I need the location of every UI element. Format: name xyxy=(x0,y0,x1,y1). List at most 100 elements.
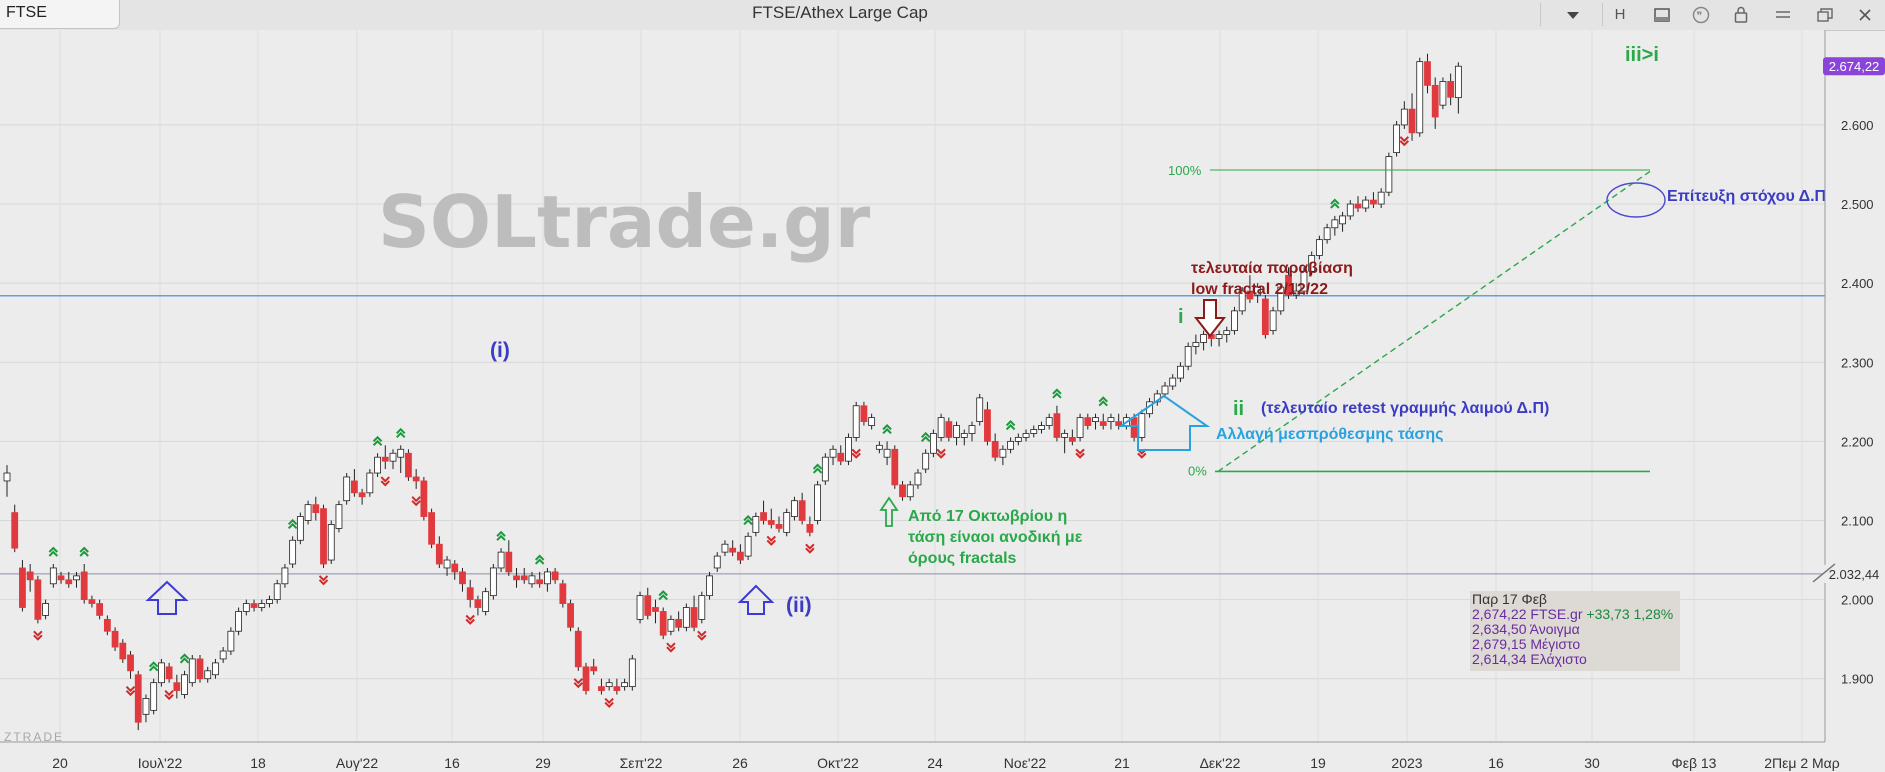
candle-body xyxy=(551,571,559,581)
candle-body xyxy=(1439,81,1447,106)
candle-body xyxy=(1377,191,1385,205)
candle-body xyxy=(613,686,621,691)
candle-body xyxy=(937,417,945,438)
wave-label-i-minor: (i) xyxy=(490,339,510,362)
fractal-low-marker xyxy=(573,678,583,689)
candle-body xyxy=(513,575,520,581)
candle-body xyxy=(690,607,698,628)
fractal-low-marker xyxy=(666,642,676,653)
x-tick-label: 24 xyxy=(927,755,943,771)
candle-body xyxy=(659,611,667,636)
x-tick-label: Αυγ'22 xyxy=(336,755,378,771)
retest-label: (τελευταίο retest γραμμής λαιμού Δ.Π) xyxy=(1261,400,1549,417)
x-tick-label: Ιουλ'22 xyxy=(138,755,183,771)
candle-body xyxy=(3,472,11,482)
fractal-high-marker xyxy=(743,514,753,526)
candle-body xyxy=(204,670,212,680)
candle-body xyxy=(1130,417,1138,438)
candle-body xyxy=(49,567,57,585)
candle-body xyxy=(1068,437,1076,442)
candle-body xyxy=(1385,156,1393,193)
candle-body xyxy=(88,599,96,604)
dropdown-icon[interactable] xyxy=(1553,0,1593,29)
wave-label-ii: ii xyxy=(1233,398,1244,420)
fractal-low-marker xyxy=(465,614,475,625)
window-icon[interactable] xyxy=(1642,0,1682,29)
candle-body xyxy=(1084,417,1092,426)
projection-line xyxy=(1217,169,1653,473)
candle-body xyxy=(1061,433,1069,438)
candle-body xyxy=(34,579,42,620)
candle-body xyxy=(845,437,852,462)
target-ellipse xyxy=(1606,182,1666,218)
candle-body xyxy=(366,472,374,494)
fractal-low-marker xyxy=(805,543,815,554)
x-tick-label: Δεκ'22 xyxy=(1200,755,1241,771)
candle-body xyxy=(706,575,713,597)
wave-label-iii: iii>i xyxy=(1625,44,1659,66)
candle-body xyxy=(1192,342,1200,347)
candle-body xyxy=(1393,124,1400,154)
candle-body xyxy=(250,603,258,608)
candle-body xyxy=(134,674,142,723)
candle-body xyxy=(73,575,80,581)
trend-change-label: Αλλαγή μεσπρόθεσμης τάσης xyxy=(1216,426,1443,443)
x-tick-label: 2023 xyxy=(1391,755,1422,771)
candle-body xyxy=(1454,65,1462,99)
candle-body xyxy=(281,567,289,585)
fractal-high-marker xyxy=(372,435,383,446)
candle-body xyxy=(1424,61,1431,86)
candle-body xyxy=(667,618,675,632)
x-tick-label: 30 xyxy=(1584,755,1600,771)
close-icon[interactable] xyxy=(1845,0,1885,29)
candle-body xyxy=(266,599,273,604)
candle-body xyxy=(242,603,250,612)
candle-body xyxy=(605,682,613,688)
candle-body xyxy=(783,512,791,533)
candle-body xyxy=(1138,413,1146,438)
candle-body xyxy=(1370,199,1377,205)
candle-body xyxy=(443,559,451,569)
quote-info-box: Παρ 17 Φεβ 2,674,22 FTSE.gr +33,73 1,28%… xyxy=(1470,591,1680,671)
candle-body xyxy=(505,551,513,573)
candle-body xyxy=(327,524,335,561)
candle-body xyxy=(1416,61,1424,134)
candle-body xyxy=(814,484,821,521)
candle-body xyxy=(1014,437,1022,442)
restore-icon[interactable] xyxy=(1805,0,1845,29)
candle-body xyxy=(559,583,567,604)
fractal-high-marker xyxy=(48,546,59,557)
ref-price-badge xyxy=(1823,564,1885,583)
h-icon[interactable]: H xyxy=(1614,6,1626,23)
candle-body xyxy=(729,547,737,553)
x-tick-label: 16 xyxy=(1488,755,1504,771)
candle-body xyxy=(775,524,783,529)
candle-body xyxy=(389,452,397,462)
quote-icon[interactable]: ❞ xyxy=(1681,0,1721,29)
candle-body xyxy=(1092,417,1099,422)
x-tick-label: 18 xyxy=(250,755,266,771)
uptrend-label: Από 17 Οκτωβρίου η xyxy=(908,508,1067,525)
candle-body xyxy=(497,551,505,569)
candle-body xyxy=(1246,290,1254,300)
fractal-high-marker xyxy=(179,653,190,664)
candle-body xyxy=(1076,417,1084,438)
candle-body xyxy=(1362,199,1370,209)
candle-body xyxy=(837,452,845,462)
candle-body xyxy=(976,397,984,423)
candle-body xyxy=(968,425,976,434)
last-price-badge xyxy=(1823,57,1885,76)
candle-body xyxy=(953,425,960,438)
minimize-icon[interactable] xyxy=(1763,0,1803,29)
candle-body xyxy=(582,666,590,691)
candle-body xyxy=(991,440,999,458)
candle-body xyxy=(219,650,227,660)
fractal-low-marker xyxy=(33,630,43,641)
y-tick-label: 2.400 xyxy=(1841,276,1874,291)
symbol-field[interactable]: FTSE xyxy=(0,0,120,29)
lock-icon[interactable] xyxy=(1721,0,1761,29)
candle-body xyxy=(791,500,798,517)
candle-body xyxy=(1316,239,1323,256)
candle-body xyxy=(320,508,327,565)
candle-body xyxy=(1238,290,1246,312)
